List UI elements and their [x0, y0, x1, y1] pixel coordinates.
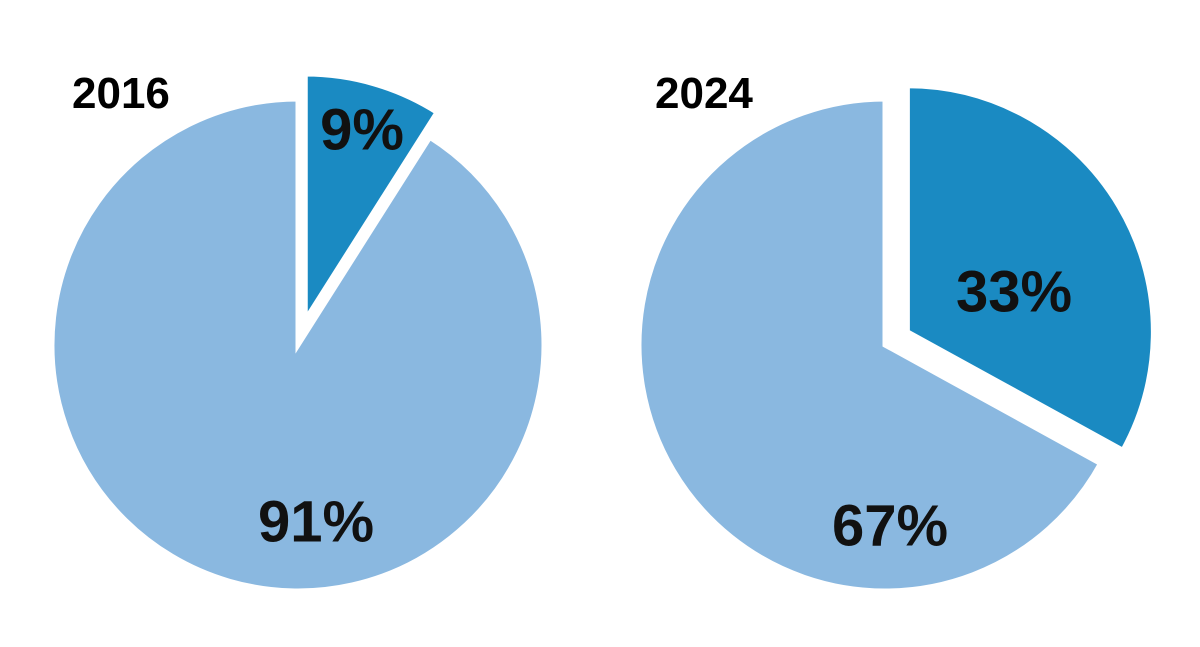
slice-label-2016-1: 91% — [258, 489, 374, 554]
pie-slice-2024-67% — [636, 96, 1104, 594]
pie-slice-2024-33% — [904, 83, 1156, 454]
slice-label-2024-1: 67% — [832, 493, 948, 558]
pie-slice-2016-9% — [302, 71, 441, 329]
chart-title-1: 2024 — [655, 69, 753, 118]
pie-slice-2016-91% — [49, 96, 547, 594]
pie-chart-2024: 33% 67% 2024 — [636, 69, 1156, 594]
pie-chart-2016: 9% 91% 2016 — [49, 69, 547, 594]
slice-label-2024-0: 33% — [956, 259, 1072, 324]
chart-title-0: 2016 — [72, 69, 170, 118]
slice-label-2016-0: 9% — [320, 97, 404, 162]
